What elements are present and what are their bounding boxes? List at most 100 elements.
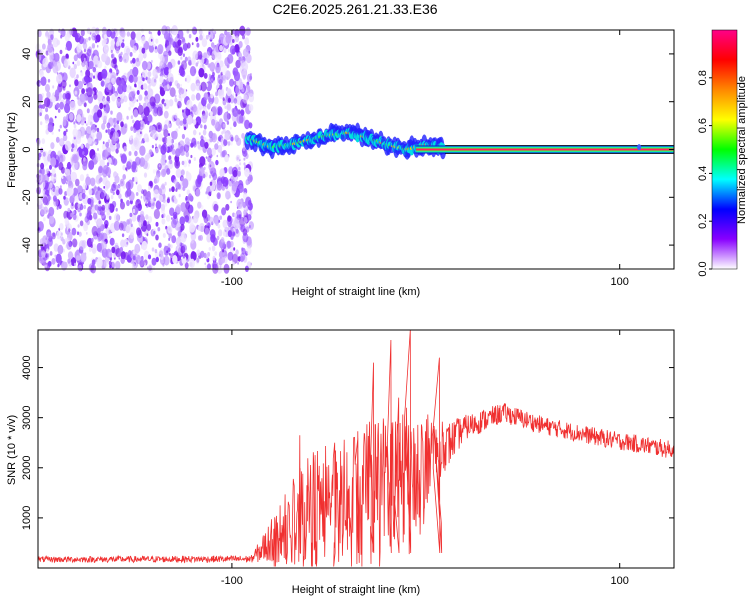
noise-speckle [225,33,232,44]
noise-speckle [75,178,80,187]
noise-speckle [111,246,116,254]
noise-speckle [141,123,144,128]
noise-speckle [122,52,129,64]
noise-speckle [217,136,221,142]
noise-speckle [165,131,168,137]
noise-speckle [132,255,136,261]
snr-plot-area [38,330,674,568]
noise-speckle [88,210,91,215]
noise-speckle [188,159,191,164]
noise-speckle [51,131,54,135]
noise-speckle [174,112,178,119]
noise-speckle [91,237,94,243]
noise-speckle [201,113,208,124]
spectrogram-y-label: Frequency (Hz) [6,112,18,188]
noise-speckle [203,52,208,59]
noise-speckle [118,55,123,63]
noise-speckle [144,199,148,205]
noise-speckle [144,90,148,96]
noise-speckle [174,94,177,98]
noise-speckle [233,98,238,104]
noise-speckle [180,88,185,95]
noise-speckle [132,57,136,64]
noise-speckle [80,71,84,77]
noise-speckle [142,160,148,170]
noise-speckle [85,123,88,126]
noise-speckle [101,123,106,130]
noise-speckle [89,58,91,61]
noise-speckle [177,183,182,190]
spectrogram-y-tick-label: 20 [21,96,33,108]
noise-speckle [210,234,216,243]
noise-speckle [50,34,54,40]
noise-speckle [121,42,125,48]
spectrogram-x-ticks: -100 100 [221,30,629,288]
noise-speckle [42,43,46,50]
noise-speckle [128,225,136,236]
noise-speckle [206,194,210,200]
noise-speckle [115,260,121,270]
noise-speckle [124,123,128,129]
noise-speckle [62,116,67,123]
noise-speckle [83,48,87,53]
noise-speckle [48,206,55,217]
noise-speckle [185,197,188,201]
noise-speckle [67,198,70,202]
noise-speckle [214,96,219,105]
noise-speckle [90,244,93,248]
colorbar-tick-label: 0.2 [697,214,709,229]
noise-speckle [154,249,158,254]
trace-blip [637,144,642,151]
noise-speckle [137,104,144,115]
noise-speckle [161,218,166,225]
noise-speckle [246,246,252,256]
noise-speckle [69,84,71,88]
noise-speckle [203,124,207,130]
noise-speckle [104,209,107,213]
noise-speckle [93,55,99,65]
noise-speckle [65,47,67,50]
noise-speckle [76,74,79,79]
noise-speckle [103,165,109,175]
noise-speckle [227,141,231,147]
noise-speckle [221,65,227,75]
noise-speckle [44,114,49,122]
noise-speckle [68,228,71,233]
noise-speckle [76,114,82,123]
noise-speckle [168,62,172,67]
noise-speckle [160,204,166,211]
spectrogram-x-tick-label: -100 [221,276,243,288]
noise-speckle [97,57,100,61]
noise-speckle [139,102,141,106]
noise-speckle [140,28,144,34]
noise-speckle [133,109,139,118]
noise-speckle [224,154,230,163]
noise-speckle [187,56,191,62]
noise-speckle [171,186,175,193]
noise-speckle [147,120,150,126]
noise-speckle [229,45,236,55]
snr-x-label: Height of straight line (km) [292,584,420,596]
spectrogram-noise-region [35,25,255,274]
noise-speckle [181,256,187,265]
noise-speckle [224,105,227,110]
noise-speckle [153,189,160,199]
noise-speckle [113,124,116,128]
noise-speckle [203,216,206,220]
noise-speckle [48,215,55,225]
noise-speckle [167,225,173,234]
noise-speckle [211,50,217,60]
noise-speckle [50,172,57,183]
noise-speckle [215,52,222,63]
noise-speckle [97,148,99,151]
noise-speckle [60,232,63,236]
noise-speckle [143,172,148,178]
noise-speckle [104,77,111,88]
noise-speckle [156,106,163,117]
noise-speckle [90,26,97,36]
noise-speckle [53,243,59,252]
noise-speckle [45,50,49,56]
noise-speckle [184,56,188,62]
noise-speckle [101,143,107,151]
noise-speckle [148,44,155,53]
